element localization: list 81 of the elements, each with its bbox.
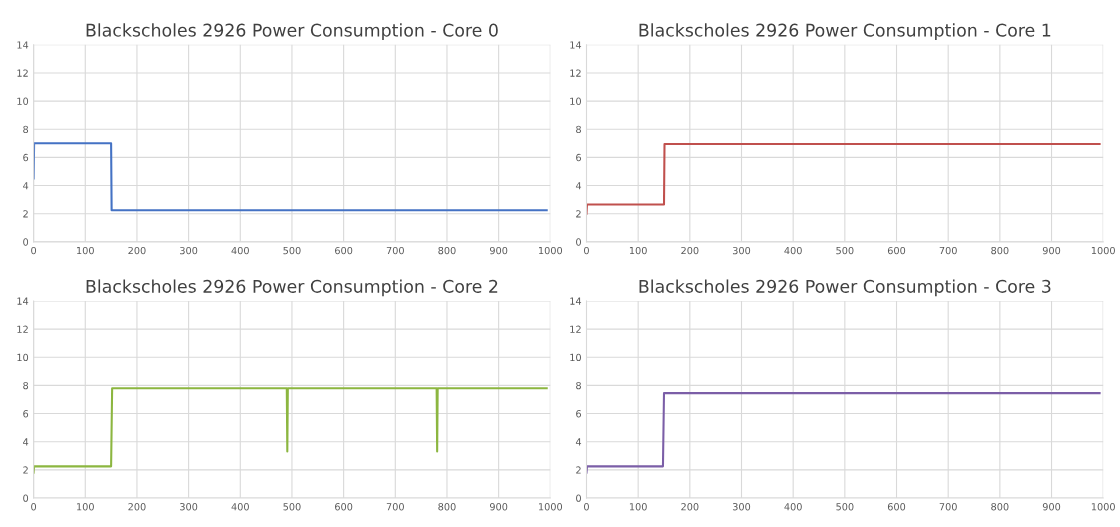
y-tick-label: 4: [23, 438, 29, 446]
y-tick-label: 10: [570, 97, 581, 105]
x-tick-label: 300: [732, 246, 751, 255]
x-tick-label: 700: [386, 503, 404, 511]
y-tick-label: 6: [23, 410, 29, 418]
y-tick-label: 8: [23, 125, 29, 134]
x-tick-label: 1000: [1091, 246, 1115, 255]
y-tick-label: 6: [576, 410, 582, 418]
y-tick-label: 14: [570, 297, 582, 305]
y-tick-label: 10: [17, 353, 29, 362]
x-tick-label: 0: [584, 246, 589, 255]
x-tick-label: 300: [180, 246, 198, 255]
y-tick-label: 8: [576, 381, 581, 390]
x-tick-label: 600: [335, 246, 353, 255]
x-tick-label: 0: [584, 503, 589, 511]
x-tick-label: 300: [180, 503, 198, 511]
x-tick-label: 800: [991, 503, 1009, 511]
chart-title: Blackscholes 2926 Power Consumption - Core 1: [639, 23, 1051, 41]
x-tick-label: 100: [77, 246, 94, 255]
x-tick-label: 200: [128, 503, 146, 511]
x-tick-label: 900: [1042, 503, 1061, 511]
x-tick-label: 500: [283, 503, 301, 511]
y-tick-label: 0: [576, 494, 581, 502]
x-tick-label: 700: [386, 246, 404, 255]
x-tick-label: 100: [629, 503, 647, 511]
x-tick-label: 0: [31, 246, 37, 255]
y-tick-label: 12: [17, 325, 28, 333]
chart-title: Blackscholes 2926 Power Consumption - Core 2: [86, 279, 498, 297]
y-tick-label: 8: [23, 381, 29, 390]
x-tick-label: 900: [489, 503, 508, 511]
x-tick-label: 600: [335, 503, 353, 511]
line-series: [33, 387, 548, 474]
y-tick-label: 2: [576, 466, 581, 474]
x-tick-label: 200: [128, 246, 146, 255]
y-tick-label: 12: [17, 69, 28, 77]
x-tick-label: 600: [887, 503, 906, 511]
x-tick-label: 1000: [1091, 503, 1115, 511]
x-tick-label: 400: [784, 503, 802, 511]
y-tick-label: 4: [23, 182, 29, 190]
y-tick-label: 2: [23, 466, 28, 474]
y-tick-label: 10: [570, 353, 581, 362]
x-tick-label: 900: [489, 246, 508, 255]
y-tick-label: 4: [575, 182, 582, 190]
y-tick-label: 14: [17, 41, 29, 49]
y-tick-label: 14: [17, 297, 29, 305]
y-tick-label: 2: [576, 210, 581, 218]
x-tick-label: 200: [681, 503, 699, 511]
x-tick-label: 0: [31, 503, 37, 511]
y-tick-label: 12: [570, 325, 581, 333]
y-tick-label: 6: [23, 153, 29, 162]
y-tick-label: 0: [23, 494, 29, 502]
x-tick-label: 100: [629, 246, 647, 255]
y-tick-label: 2: [23, 210, 28, 218]
y-tick-label: 6: [576, 153, 582, 162]
x-tick-label: 500: [836, 503, 854, 511]
y-tick-label: 0: [576, 238, 581, 246]
chart-title: Blackscholes 2926 Power Consumption - Core 3: [639, 279, 1051, 297]
y-tick-label: 8: [576, 125, 581, 134]
y-tick-label: 4: [575, 438, 582, 446]
x-tick-label: 100: [77, 503, 94, 511]
x-tick-label: 600: [887, 246, 906, 255]
y-tick-label: 14: [570, 41, 582, 49]
x-tick-label: 700: [939, 246, 957, 255]
x-tick-label: 500: [283, 246, 301, 255]
y-tick-label: 12: [570, 69, 581, 77]
x-tick-label: 400: [231, 246, 249, 255]
x-tick-label: 1000: [539, 246, 563, 255]
x-tick-label: 300: [732, 503, 751, 511]
chart-title: Blackscholes 2926 Power Consumption - Core 0: [86, 23, 498, 41]
x-tick-label: 800: [438, 503, 456, 511]
x-tick-label: 700: [939, 503, 957, 511]
x-tick-label: 400: [231, 503, 249, 511]
x-tick-label: 1000: [539, 503, 563, 511]
y-tick-label: 0: [23, 238, 29, 246]
x-tick-label: 800: [438, 246, 456, 255]
y-tick-label: 10: [17, 97, 29, 105]
x-tick-label: 900: [1042, 246, 1061, 255]
x-tick-label: 800: [991, 246, 1009, 255]
x-tick-label: 500: [836, 246, 854, 255]
x-tick-label: 400: [784, 246, 802, 255]
x-tick-label: 200: [681, 246, 699, 255]
